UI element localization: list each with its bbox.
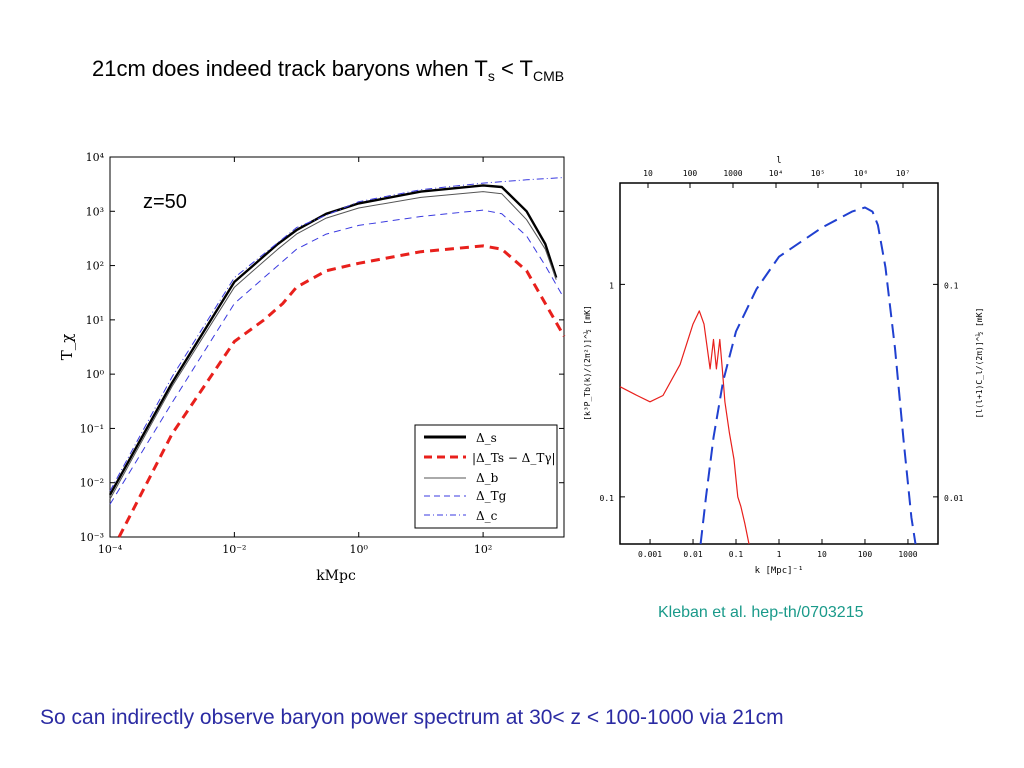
right-x-axis-label: k [Mpc]⁻¹ [755, 566, 804, 576]
title-sub-cmb: CMB [532, 68, 565, 84]
left-x-tick-label: 10² [474, 543, 492, 556]
right-y-tick-label-right: 0.01 [944, 494, 963, 503]
left-series-line-0 [108, 184, 558, 496]
left-series-line-4 [109, 177, 565, 492]
legend-label-delta-s: Δ_s [476, 431, 497, 445]
left-x-tick-label: 10⁻⁴ [98, 543, 123, 556]
left-axis-ticks: 10⁻⁴ 10⁻² 10⁰ 10² 10⁴ 10³ 10² 10¹ 10⁰ 10⁻¹ 10⁻² 10⁻… [80, 151, 564, 556]
left-y-tick-label: 10¹ [86, 314, 104, 327]
slide-caption: So can indirectly observe baryon power s… [40, 706, 784, 729]
left-series-line-2 [109, 191, 557, 500]
right-top-tick-label: 1000 [723, 169, 742, 178]
legend-label-delta-ts: |Δ_Ts − Δ_Tγ| [472, 451, 556, 465]
right-top-axis-label: l [776, 156, 781, 166]
left-chart: 10⁻⁴ 10⁻² 10⁰ 10² 10⁴ 10³ 10² 10¹ 10⁰ 10⁻¹ 10⁻² 10⁻… [58, 151, 566, 584]
legend-label-delta-c: Δ_c [476, 509, 498, 523]
right-x-tick-label: 1000 [898, 550, 917, 559]
right-top-tick-label: 10⁵ [811, 169, 825, 178]
left-y-tick-label: 10⁻¹ [80, 422, 104, 435]
right-x-tick-label: 100 [858, 550, 873, 559]
left-plot-frame [109, 156, 565, 538]
right-top-tick-label: 10⁶ [854, 169, 868, 178]
right-x-tick-label: 10 [817, 550, 827, 559]
right-y-tick-label-right: 0.1 [944, 281, 959, 290]
title-sub-s: s [487, 68, 495, 84]
right-x-tick-label: 1 [777, 550, 782, 559]
right-y-tick-label: 0.1 [600, 494, 615, 503]
left-y-tick-label: 10⁴ [86, 151, 105, 164]
left-series-group [108, 177, 566, 538]
right-y-axis-label-left: [k³P_Tb(k)/(2π²)]^½ [mK] [582, 305, 592, 421]
left-x-axis-label: kMpc [316, 568, 356, 584]
right-x-tick-label: 0.1 [729, 550, 744, 559]
right-series-line-1 [699, 206, 917, 545]
right-series-line-0 [619, 310, 750, 545]
left-y-tick-label: 10² [86, 260, 104, 273]
left-y-axis-label: T_χ [58, 334, 76, 361]
right-chart: 0.001 0.01 0.1 1 10 100 1000 1 0.1 10 100 1000 10⁴ 10… [582, 156, 984, 576]
right-x-tick-label: 0.001 [638, 550, 662, 559]
left-y-tick-label: 10³ [86, 205, 104, 218]
left-series-line-3 [109, 209, 565, 505]
left-y-tick-label: 10⁰ [86, 368, 105, 381]
right-top-tick-label: 10 [643, 169, 653, 178]
legend-box [414, 424, 558, 529]
left-x-tick-label: 10⁻² [222, 543, 246, 556]
right-axis-ticks: 0.001 0.01 0.1 1 10 100 1000 1 0.1 10 100 1000 10⁴ 10… [600, 169, 964, 559]
right-y-tick-label: 1 [609, 281, 614, 290]
left-legend: Δ_s |Δ_Ts − Δ_Tγ| Δ_b Δ_Tg Δ_c [414, 424, 558, 529]
title-mid: < T [494, 56, 533, 81]
right-top-tick-label: 10⁷ [896, 169, 910, 178]
left-annotation: z=50 [143, 191, 187, 213]
right-y-axis-label-right: [l(l+1)C_l/(2π)]^½ [mK] [974, 308, 984, 419]
left-x-tick-label: 10⁰ [350, 543, 369, 556]
left-y-tick-label: 10⁻³ [80, 531, 104, 544]
legend-label-delta-tg: Δ_Tg [476, 489, 507, 503]
right-top-tick-label: 10⁴ [769, 169, 783, 178]
title-main: 21cm does indeed track baryons when T [92, 56, 488, 81]
left-y-tick-label: 10⁻² [80, 477, 104, 490]
slide-title: 21cm does indeed track baryons when Ts <… [92, 56, 564, 84]
left-series-line-1 [117, 244, 566, 538]
right-plot-frame [619, 182, 939, 545]
citation: Kleban et al. hep-th/0703215 [658, 604, 864, 621]
right-series-group [619, 206, 917, 545]
right-x-tick-label: 0.01 [683, 550, 702, 559]
legend-label-delta-b: Δ_b [476, 471, 499, 485]
right-top-tick-label: 100 [683, 169, 698, 178]
